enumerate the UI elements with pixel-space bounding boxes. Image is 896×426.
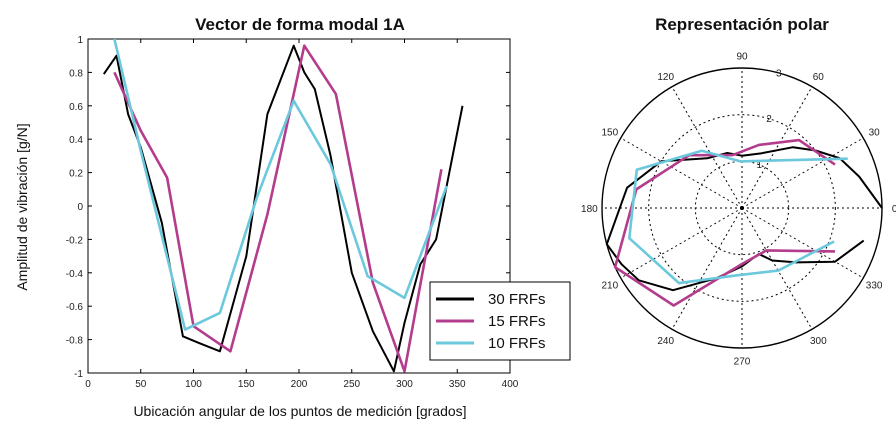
polar-spoke xyxy=(741,137,864,209)
y-tick-label: -0.4 xyxy=(66,269,84,280)
polar-angle-label: 60 xyxy=(813,72,825,83)
polar-spoke xyxy=(741,207,864,279)
polar-spoke xyxy=(620,137,743,209)
polar-series-15-frfs xyxy=(613,138,836,307)
polar-angle-label: 120 xyxy=(657,72,674,83)
x-tick-label: 250 xyxy=(343,379,360,390)
legend: 30 FRFs 15 FRFs 10 FRFs xyxy=(429,281,571,361)
x-tick-label: 0 xyxy=(85,379,91,390)
polar-spoke xyxy=(741,207,813,330)
x-tick-label: 50 xyxy=(135,379,147,390)
legend-label: 10 FRFs xyxy=(488,335,546,352)
polar-angle-label: 300 xyxy=(810,336,827,347)
x-tick-label: 150 xyxy=(238,379,255,390)
polar-angle-label: 150 xyxy=(602,128,619,139)
polar-grid: 0 30 60 90 120 150 180 210 240 270 300 330 1 2 3 xyxy=(581,51,896,367)
series-line-10-frfs xyxy=(113,38,448,331)
x-tick-label: 350 xyxy=(449,379,466,390)
series-lines xyxy=(102,38,464,373)
polar-series-30-frfs xyxy=(605,146,883,292)
polar-chart: Representación polar 0306090120150180210… xyxy=(581,15,896,368)
polar-spoke xyxy=(671,207,743,330)
polar-angle-label: 330 xyxy=(866,280,883,291)
polar-center xyxy=(740,206,744,210)
polar-chart-title: Representación polar xyxy=(655,15,829,34)
y-tick-label: 0 xyxy=(77,202,83,213)
line-chart-title: Vector de forma modal 1A xyxy=(195,15,405,34)
polar-angle-label: 90 xyxy=(736,51,748,62)
y-axis-label: Amplitud de vibración [g/N] xyxy=(14,123,30,290)
x-tick-label: 200 xyxy=(291,379,308,390)
x-axis: 0 50 100 150 200 250 300 350 400 xyxy=(85,39,519,390)
polar-spoke xyxy=(741,86,813,209)
y-tick-label: 0.8 xyxy=(69,68,83,79)
x-axis-label: Ubicación angular de los puntos de medic… xyxy=(133,403,466,419)
x-tick-label: 300 xyxy=(396,379,413,390)
y-tick-label: -0.6 xyxy=(66,302,84,313)
polar-ring xyxy=(648,114,836,302)
series-line-15-frfs xyxy=(113,44,443,373)
polar-radius-label: 2 xyxy=(766,114,772,125)
y-tick-label: 0.6 xyxy=(69,102,83,113)
polar-angle-label: 270 xyxy=(734,357,751,368)
y-tick-label: -0.2 xyxy=(66,235,84,246)
y-tick-label: -0.8 xyxy=(66,336,84,347)
y-tick-label: 1 xyxy=(77,35,83,46)
polar-angle-label: 180 xyxy=(581,204,598,215)
y-tick-label: -1 xyxy=(74,369,83,380)
polar-angle-label: 240 xyxy=(657,336,674,347)
polar-series-10-frfs xyxy=(627,149,848,285)
polar-spoke xyxy=(620,207,743,279)
polar-angle-label: 0 xyxy=(892,204,896,215)
y-axis: 1 0.8 0.6 0.4 0.2 0 -0.2 -0.4 -0.6 -0.8 -1 xyxy=(66,35,510,380)
polar-spoke xyxy=(671,86,743,209)
series-line-30-frfs xyxy=(102,44,464,373)
polar-angle-label: 210 xyxy=(602,280,619,291)
x-tick-label: 100 xyxy=(185,379,202,390)
line-chart: Vector de forma modal 1A 0 50 100 150 200 250… xyxy=(14,15,571,419)
legend-label: 30 FRFs xyxy=(488,291,546,308)
x-tick-label: 400 xyxy=(502,379,519,390)
polar-radius-label: 1 xyxy=(757,160,763,171)
polar-radius-label: 3 xyxy=(776,69,782,80)
legend-label: 15 FRFs xyxy=(488,313,546,330)
polar-series-lines xyxy=(605,138,883,307)
polar-angle-label: 30 xyxy=(869,128,881,139)
y-tick-label: 0.2 xyxy=(69,169,83,180)
y-tick-label: 0.4 xyxy=(69,135,83,146)
